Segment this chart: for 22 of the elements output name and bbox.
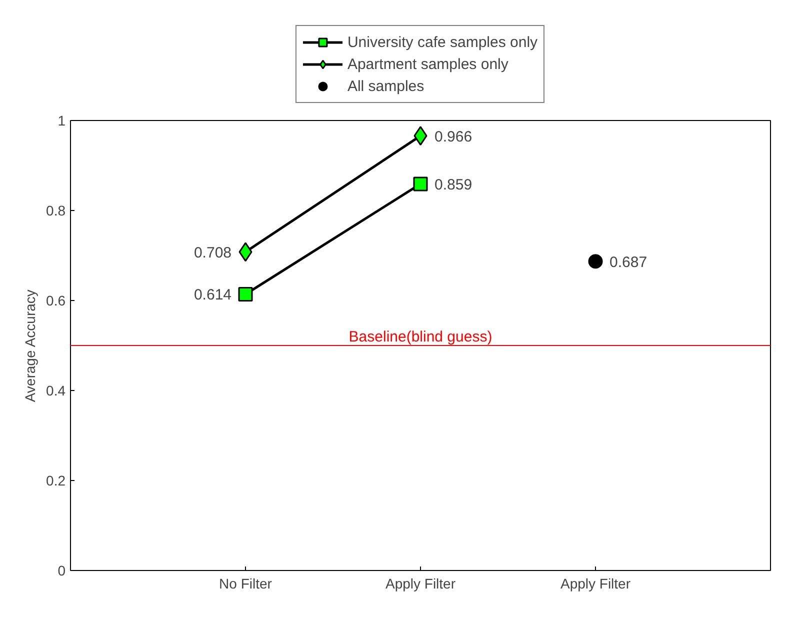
data-label: 0.708 [194, 244, 232, 262]
y-tick-label: 0.4 [46, 382, 66, 398]
point [588, 254, 603, 269]
legend-label: All samples [347, 78, 424, 94]
x-tick-label: Apply Filter [560, 576, 631, 592]
data-label: 0.687 [610, 254, 648, 271]
data-label: 0.614 [194, 286, 232, 304]
y-tick-label: 0 [58, 562, 66, 578]
point [238, 286, 253, 302]
x-tick-label: No Filter [219, 576, 272, 592]
point [413, 176, 428, 192]
y-axis-title: Average Accuracy [22, 290, 38, 402]
y-tick-label: 0.6 [46, 292, 66, 308]
ref-line-label: Baseline(blind guess) [348, 328, 492, 346]
legend-label: University cafe samples only [347, 34, 538, 50]
y-tick-label: 1 [58, 112, 66, 128]
data-label: 0.966 [434, 128, 472, 146]
x-tick-label: Apply Filter [385, 576, 456, 592]
y-tick-label: 0.8 [46, 202, 66, 218]
data-label: 0.859 [434, 176, 472, 194]
legend-label: Apartment samples only [347, 56, 508, 72]
y-tick-label: 0.2 [46, 472, 66, 488]
